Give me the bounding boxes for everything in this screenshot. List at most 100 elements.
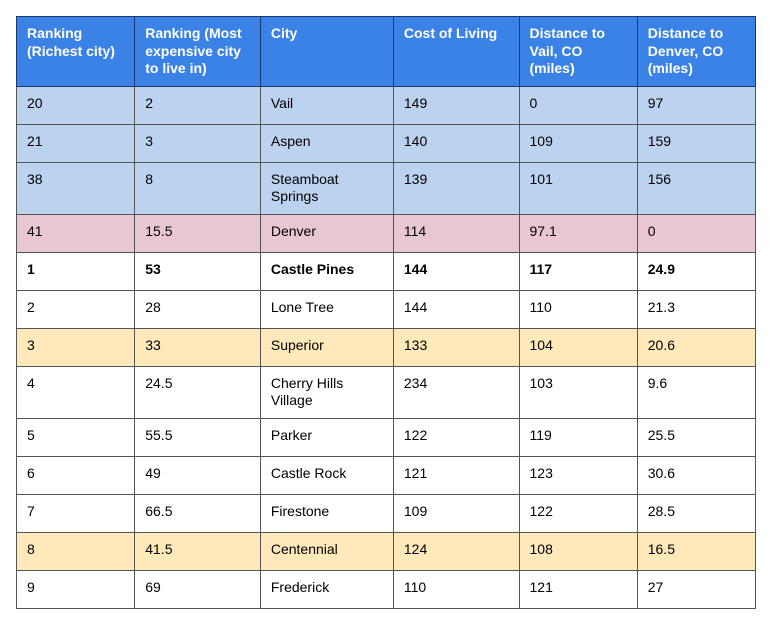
table-cell: 21.3	[637, 290, 755, 328]
table-cell: 16.5	[637, 532, 755, 570]
table-cell: 66.5	[135, 494, 261, 532]
table-cell: 97.1	[519, 214, 637, 252]
table-cell: 124	[393, 532, 519, 570]
table-cell: Parker	[260, 418, 393, 456]
table-cell: 156	[637, 162, 755, 214]
col-header-distance-vail: Distance to Vail, CO (miles)	[519, 17, 637, 87]
table-cell: 0	[637, 214, 755, 252]
table-cell: 33	[135, 328, 261, 366]
table-cell: 104	[519, 328, 637, 366]
table-cell: Castle Pines	[260, 252, 393, 290]
table-cell: 2	[17, 290, 135, 328]
table-cell: 9.6	[637, 366, 755, 418]
table-cell: 103	[519, 366, 637, 418]
table-cell: 117	[519, 252, 637, 290]
table-row: 202Vail149097	[17, 86, 756, 124]
table-cell: Frederick	[260, 570, 393, 608]
table-cell: Denver	[260, 214, 393, 252]
col-header-ranking-richest: Ranking (Richest city)	[17, 17, 135, 87]
table-cell: 4	[17, 366, 135, 418]
table-cell: 41	[17, 214, 135, 252]
col-header-ranking-expensive: Ranking (Most expensive city to live in)	[135, 17, 261, 87]
table-row: 213Aspen140109159	[17, 124, 756, 162]
table-cell: 8	[17, 532, 135, 570]
table-cell: 123	[519, 456, 637, 494]
table-cell: Vail	[260, 86, 393, 124]
table-row: 4115.5Denver11497.10	[17, 214, 756, 252]
city-rankings-table: Ranking (Richest city) Ranking (Most exp…	[16, 16, 756, 609]
table-cell: 139	[393, 162, 519, 214]
table-cell: 69	[135, 570, 261, 608]
table-cell: 121	[393, 456, 519, 494]
table-cell: 114	[393, 214, 519, 252]
table-cell: 27	[637, 570, 755, 608]
table-cell: 109	[519, 124, 637, 162]
table-row: 841.5Centennial12410816.5	[17, 532, 756, 570]
table-cell: 55.5	[135, 418, 261, 456]
table-cell: 38	[17, 162, 135, 214]
table-row: 424.5Cherry Hills Village2341039.6	[17, 366, 756, 418]
table-cell: Firestone	[260, 494, 393, 532]
table-cell: Castle Rock	[260, 456, 393, 494]
table-cell: 28	[135, 290, 261, 328]
table-row: 153Castle Pines14411724.9	[17, 252, 756, 290]
table-row: 228Lone Tree14411021.3	[17, 290, 756, 328]
table-header: Ranking (Richest city) Ranking (Most exp…	[17, 17, 756, 87]
table-cell: 149	[393, 86, 519, 124]
table-cell: Aspen	[260, 124, 393, 162]
table-cell: Cherry Hills Village	[260, 366, 393, 418]
table-cell: 3	[135, 124, 261, 162]
table-cell: 41.5	[135, 532, 261, 570]
table-cell: 49	[135, 456, 261, 494]
table-cell: 24.5	[135, 366, 261, 418]
table-row: 969Frederick11012127	[17, 570, 756, 608]
col-header-city: City	[260, 17, 393, 87]
table-cell: 108	[519, 532, 637, 570]
table-row: 649Castle Rock12112330.6	[17, 456, 756, 494]
col-header-cost-of-living: Cost of Living	[393, 17, 519, 87]
table-cell: 15.5	[135, 214, 261, 252]
table-row: 333Superior13310420.6	[17, 328, 756, 366]
table-cell: 20.6	[637, 328, 755, 366]
table-cell: 53	[135, 252, 261, 290]
table-cell: 119	[519, 418, 637, 456]
table-cell: 30.6	[637, 456, 755, 494]
table-cell: 101	[519, 162, 637, 214]
table-cell: 7	[17, 494, 135, 532]
table-cell: Centennial	[260, 532, 393, 570]
table-cell: 97	[637, 86, 755, 124]
table-cell: 9	[17, 570, 135, 608]
table-cell: 159	[637, 124, 755, 162]
table-cell: 110	[393, 570, 519, 608]
table-cell: 140	[393, 124, 519, 162]
table-cell: 133	[393, 328, 519, 366]
table-cell: 144	[393, 290, 519, 328]
table-cell: 2	[135, 86, 261, 124]
table-cell: 20	[17, 86, 135, 124]
table-cell: 144	[393, 252, 519, 290]
table-cell: 3	[17, 328, 135, 366]
table-cell: 28.5	[637, 494, 755, 532]
table-cell: 5	[17, 418, 135, 456]
table-cell: Steamboat Springs	[260, 162, 393, 214]
table-cell: Superior	[260, 328, 393, 366]
table-cell: 234	[393, 366, 519, 418]
table-cell: 8	[135, 162, 261, 214]
table-cell: 109	[393, 494, 519, 532]
table-cell: 25.5	[637, 418, 755, 456]
col-header-distance-denver: Distance to Denver, CO (miles)	[637, 17, 755, 87]
table-cell: 21	[17, 124, 135, 162]
table-cell: 121	[519, 570, 637, 608]
table-cell: Lone Tree	[260, 290, 393, 328]
table-cell: 0	[519, 86, 637, 124]
table-row: 388Steamboat Springs139101156	[17, 162, 756, 214]
table-cell: 6	[17, 456, 135, 494]
table-body: 202Vail149097213Aspen140109159388Steambo…	[17, 86, 756, 608]
table-row: 555.5Parker12211925.5	[17, 418, 756, 456]
table-cell: 24.9	[637, 252, 755, 290]
table-cell: 110	[519, 290, 637, 328]
table-cell: 122	[519, 494, 637, 532]
table-row: 766.5Firestone10912228.5	[17, 494, 756, 532]
table-cell: 1	[17, 252, 135, 290]
table-cell: 122	[393, 418, 519, 456]
